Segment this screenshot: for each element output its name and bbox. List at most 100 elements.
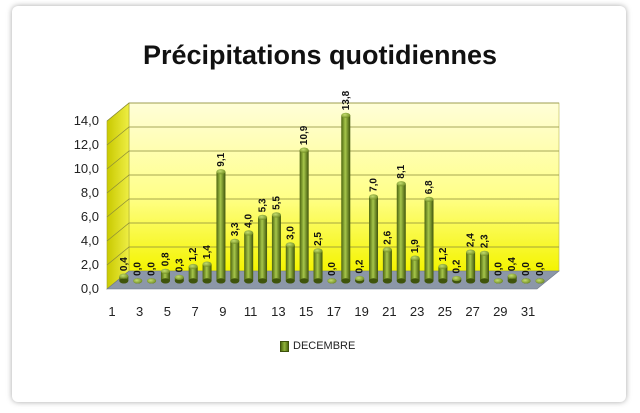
bar-base (410, 278, 420, 284)
data-label: 2,5 (313, 232, 324, 246)
data-label: 9,1 (216, 152, 227, 166)
data-label: 8,1 (396, 164, 407, 178)
bar-base (202, 278, 212, 284)
bar (410, 255, 420, 284)
bar-base (313, 278, 323, 284)
legend-label: DECEMBRE (293, 340, 356, 352)
y-tick-label: 8,0 (81, 185, 99, 200)
bar-body (410, 258, 420, 281)
bar-cap (424, 196, 434, 202)
bar-cap (285, 242, 295, 248)
bar (452, 275, 462, 284)
gridline (106, 102, 559, 122)
x-tick-label: 5 (164, 304, 171, 319)
data-label: 3,0 (285, 226, 296, 240)
data-label: 0,0 (535, 262, 546, 276)
legend-swatch (280, 340, 289, 352)
bar-body (369, 196, 379, 281)
bar-base (369, 278, 379, 284)
y-tick-label: 10,0 (74, 161, 99, 176)
bar (230, 238, 240, 284)
bar-body (188, 266, 198, 281)
bar (535, 278, 545, 284)
bar (327, 278, 337, 284)
x-axis-ticks: 1 3 5 7 9 11 13 15 17 19 21 23 25 27 29 31 (108, 304, 535, 319)
y-tick-label: 6,0 (81, 209, 99, 224)
x-tick-label: 25 (438, 304, 452, 319)
bar-body (341, 115, 351, 281)
bar-body (382, 249, 392, 281)
bar-base (479, 278, 489, 284)
bar-cap (410, 255, 420, 261)
bar (271, 212, 281, 284)
bar (133, 278, 143, 284)
bar (382, 247, 392, 284)
data-label: 1,2 (438, 247, 449, 261)
bar (479, 250, 489, 284)
bar-base (258, 278, 268, 284)
data-label: 0,0 (133, 262, 144, 276)
data-label: 1,4 (202, 245, 213, 259)
data-labels: 0,4 0,0 0,00,8 0,31,2 1,49,13,34,05,3 5,53,01… (119, 90, 546, 276)
data-label: 0,2 (452, 259, 463, 273)
x-tick-label: 17 (327, 304, 341, 319)
bar-base (424, 278, 434, 284)
bar-body (466, 252, 476, 281)
data-label: 2,3 (479, 234, 490, 248)
gridline (106, 150, 559, 170)
bar (299, 147, 309, 284)
bar-base (341, 278, 351, 284)
bar-body (160, 271, 170, 281)
bar (369, 194, 379, 284)
x-tick-label: 1 (108, 304, 115, 319)
x-tick-label: 11 (244, 304, 258, 319)
bar-cap (160, 268, 170, 274)
bar-base (438, 278, 448, 284)
bar (258, 214, 268, 284)
bar-cap (230, 238, 240, 244)
bar-body (230, 241, 240, 281)
bar (396, 181, 406, 284)
bar-body (438, 266, 448, 281)
bar (285, 242, 295, 284)
bar (313, 248, 323, 284)
data-label: 1,2 (188, 247, 199, 261)
bar (188, 263, 198, 284)
bar-body (202, 264, 212, 281)
bar-cap (355, 275, 365, 282)
bar-base (396, 278, 406, 284)
bar (521, 278, 531, 284)
bar-body (258, 217, 268, 281)
gridline (106, 174, 559, 194)
data-label: 2,4 (466, 233, 477, 247)
bar (424, 196, 434, 284)
chart-title: Précipitations quotidiennes (142, 40, 498, 70)
x-tick-label: 3 (136, 304, 143, 319)
y-tick-label: 12,0 (74, 137, 99, 152)
bar-base (174, 278, 184, 284)
bar-cap (493, 278, 503, 284)
bar-cap (521, 278, 531, 284)
bar-cap (202, 261, 212, 267)
bar-cap (271, 212, 281, 218)
bar-base (244, 278, 254, 284)
x-tick-label: 7 (192, 304, 199, 319)
bar (160, 268, 170, 284)
data-label: 0,8 (160, 252, 171, 266)
bar-cap (535, 278, 545, 284)
bar-base (216, 278, 226, 284)
bar-cap (299, 147, 309, 153)
bar-base (119, 278, 129, 284)
bar-body (271, 214, 281, 281)
data-label: 0,4 (507, 257, 518, 271)
gridlines (106, 102, 559, 266)
gridline (106, 246, 559, 266)
data-label: 0,0 (147, 262, 158, 276)
bar-base (299, 278, 309, 284)
bar-cap (119, 273, 129, 279)
data-label: 0,0 (327, 262, 338, 276)
data-label: 5,5 (271, 196, 282, 210)
y-tick-label: 14,0 (74, 113, 99, 128)
bar-cap (341, 112, 351, 118)
